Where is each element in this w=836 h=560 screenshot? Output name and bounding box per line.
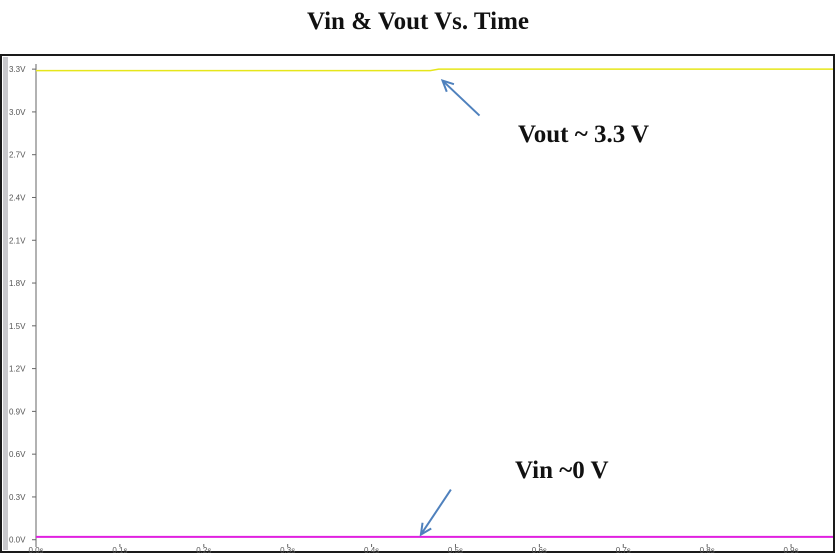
vin-annotation-label: Vin ~0 V [515, 457, 609, 484]
annotation-layer: Vout ~ 3.3 V Vin ~0 V [419, 78, 649, 537]
y-tick-label: 1.5V [9, 322, 26, 331]
x-tick-label: 0.7s [616, 546, 631, 555]
x-tick-label: 0.8s [700, 546, 715, 555]
plot-area [0, 54, 835, 553]
vin-annotation-arrow [419, 489, 452, 537]
y-tick-label: 2.7V [9, 151, 26, 160]
y-tick-label: 3.0V [9, 108, 26, 117]
x-tick-label: 0.9s [783, 546, 798, 555]
series-layer [36, 68, 833, 538]
y-tick-label: 2.1V [9, 236, 26, 245]
x-tick-label: 0.0s [28, 546, 43, 555]
x-tick-label: 0.1s [112, 546, 127, 555]
y-tick-label: 0.9V [9, 407, 26, 416]
y-tick-label: 2.4V [9, 193, 26, 202]
vout-annotation-label: Vout ~ 3.3 V [518, 121, 649, 148]
series-line-vout [36, 68, 833, 72]
x-tick-label: 0.5s [448, 546, 463, 555]
chart-svg: 3.3V 3.0V 2.7V 2.4V 2.1V 1.8V 1.5V 1.2V 0.9V 0.6V… [0, 54, 835, 555]
x-axis-ticks: 0.0s 0.1s 0.2s 0.3s 0.4s 0.5s 0.6s 0.7s 0.8s 0.9s [28, 544, 799, 555]
y-tick-label: 0.3V [9, 493, 26, 502]
chart-title: Vin & Vout Vs. Time [306, 8, 530, 35]
x-tick-label: 0.4s [364, 546, 379, 555]
x-tick-label: 0.2s [196, 546, 211, 555]
x-tick-label: 0.6s [532, 546, 547, 555]
y-tick-label: 1.2V [9, 365, 26, 374]
left-edge-bar [3, 57, 8, 550]
vout-annotation-arrow [440, 78, 481, 117]
y-tick-label: 0.6V [9, 450, 26, 459]
y-tick-label: 3.3V [9, 65, 26, 74]
y-tick-label: 1.8V [9, 279, 26, 288]
plot-frame: 3.3V 3.0V 2.7V 2.4V 2.1V 1.8V 1.5V 1.2V 0.9V 0.6V… [0, 54, 836, 555]
y-axis-ticks: 3.3V 3.0V 2.7V 2.4V 2.1V 1.8V 1.5V 1.2V 0.9V 0.6V… [9, 65, 36, 545]
x-tick-label: 0.3s [280, 546, 295, 555]
y-tick-label: 0.0V [9, 536, 26, 545]
